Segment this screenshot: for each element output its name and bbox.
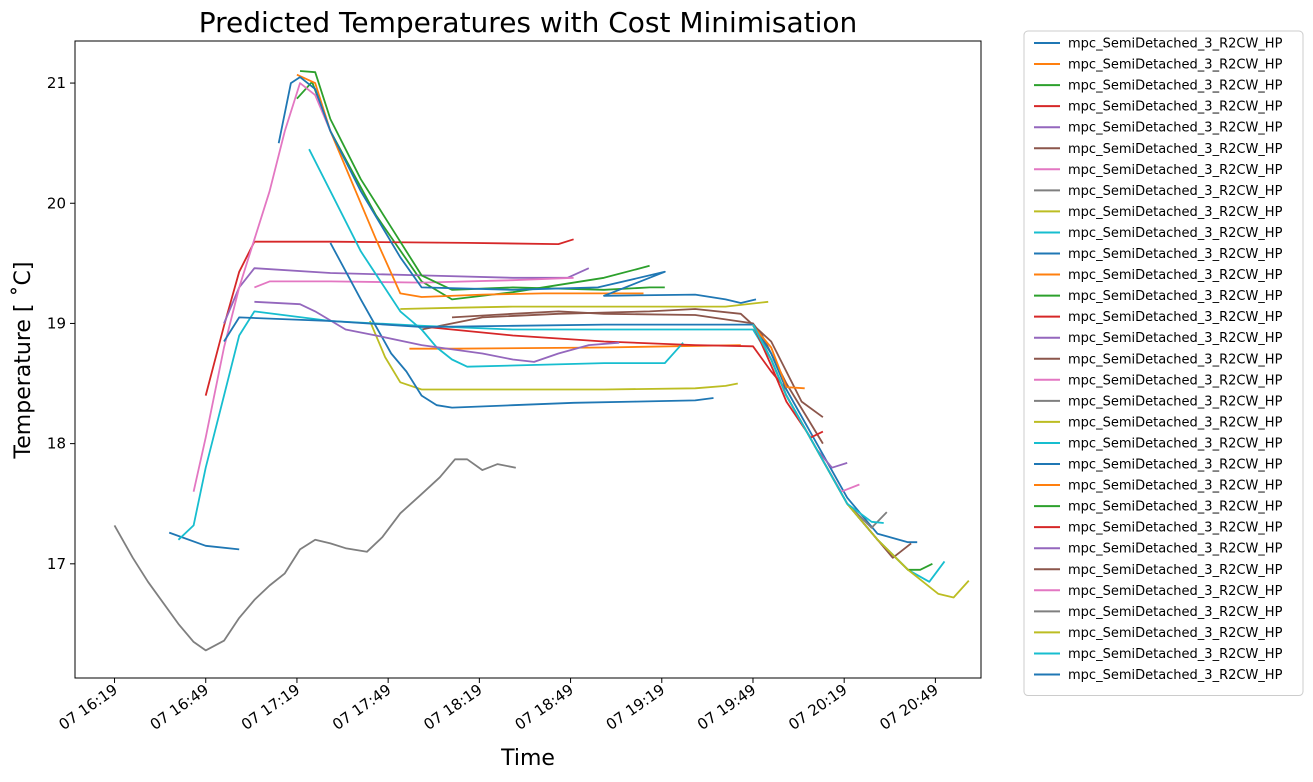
- series-line-12: [296, 73, 644, 298]
- legend-entry: mpc_SemiDetached_3_R2CW_HP: [1068, 521, 1283, 536]
- x-tick-label: 07 17:49: [329, 681, 394, 734]
- series-line-21: [223, 316, 918, 544]
- legend-entry: mpc_SemiDetached_3_R2CW_HP: [1068, 184, 1283, 199]
- series-line-28: [752, 324, 888, 529]
- chart-title: Predicted Temperatures with Cost Minimis…: [199, 6, 858, 39]
- legend-entry: mpc_SemiDetached_3_R2CW_HP: [1068, 584, 1283, 599]
- x-tick-label: 07 19:19: [603, 681, 668, 734]
- x-tick-label: 07 18:19: [420, 681, 485, 734]
- x-axis-title: Time: [500, 746, 555, 771]
- series-line-17: [192, 82, 332, 492]
- legend-entry: mpc_SemiDetached_3_R2CW_HP: [1068, 142, 1283, 157]
- legend-entry: mpc_SemiDetached_3_R2CW_HP: [1068, 479, 1283, 494]
- series-line-2: [409, 344, 741, 350]
- legend-entry: mpc_SemiDetached_3_R2CW_HP: [1068, 542, 1283, 557]
- series-line-29: [752, 324, 970, 599]
- legend-entry: mpc_SemiDetached_3_R2CW_HP: [1068, 226, 1283, 241]
- legend-entry: mpc_SemiDetached_3_R2CW_HP: [1068, 436, 1283, 451]
- x-tick-label: 07 20:19: [785, 681, 850, 734]
- legend-entry: mpc_SemiDetached_3_R2CW_HP: [1068, 373, 1283, 388]
- series-line-19: [400, 300, 769, 310]
- x-tick-label: 07 17:19: [238, 681, 303, 734]
- x-tick-label: 07 16:49: [147, 681, 212, 734]
- legend-entry: mpc_SemiDetached_3_R2CW_HP: [1068, 247, 1283, 262]
- legend-entry: mpc_SemiDetached_3_R2CW_HP: [1068, 331, 1283, 346]
- y-tick-label: 18: [47, 435, 66, 453]
- legend-entry: mpc_SemiDetached_3_R2CW_HP: [1068, 58, 1283, 73]
- legend-box: [1023, 30, 1304, 697]
- y-tick-label: 20: [47, 194, 66, 212]
- legend-entry: mpc_SemiDetached_3_R2CW_HP: [1068, 563, 1283, 578]
- series-line-6: [421, 308, 824, 418]
- legend-entry: mpc_SemiDetached_3_R2CW_HP: [1068, 647, 1283, 662]
- series-line-30: [752, 324, 884, 524]
- x-tick-label: 07 19:49: [694, 681, 759, 734]
- y-axis-title: Temperature [ ˚C]: [11, 262, 36, 460]
- series-line-16: [451, 310, 824, 445]
- legend-entry: mpc_SemiDetached_3_R2CW_HP: [1068, 289, 1283, 304]
- x-tick-label: 07 16:19: [56, 681, 121, 734]
- series-line-24: [752, 324, 824, 439]
- x-tick-label: 07 18:49: [512, 681, 577, 734]
- legend-entry: mpc_SemiDetached_3_R2CW_HP: [1068, 205, 1283, 220]
- series-line-14: [415, 324, 788, 391]
- plot-area: [113, 70, 970, 652]
- series-line-23: [752, 324, 933, 571]
- legend-entry: mpc_SemiDetached_3_R2CW_HP: [1068, 458, 1283, 473]
- legend-entry: mpc_SemiDetached_3_R2CW_HP: [1068, 500, 1283, 515]
- series-line-8: [113, 458, 516, 652]
- legend-entry: mpc_SemiDetached_3_R2CW_HP: [1068, 79, 1283, 94]
- x-tick-label: 07 20:49: [876, 681, 941, 734]
- series-line-31: [277, 76, 757, 304]
- legend-entry: mpc_SemiDetached_3_R2CW_HP: [1068, 100, 1283, 115]
- legend-entry: mpc_SemiDetached_3_R2CW_HP: [1068, 626, 1283, 641]
- y-tick-label: 19: [47, 314, 66, 332]
- y-tick-label: 21: [47, 74, 66, 92]
- legend: mpc_SemiDetached_3_R2CW_HP mpc_SemiDetach…: [1023, 30, 1304, 697]
- y-axis: 17 18 19 20 21: [47, 74, 75, 573]
- y-tick-label: 17: [47, 555, 66, 573]
- series-line-10: [308, 148, 684, 368]
- series-line-3: [296, 81, 650, 301]
- x-axis: 07 16:19 07 16:49 07 17:19 07 17:49 07 18:19…: [56, 678, 942, 734]
- legend-entry: mpc_SemiDetached_3_R2CW_HP: [1068, 121, 1283, 136]
- legend-entry: mpc_SemiDetached_3_R2CW_HP: [1068, 605, 1283, 620]
- legend-entry: mpc_SemiDetached_3_R2CW_HP: [1068, 37, 1283, 52]
- legend-entry: mpc_SemiDetached_3_R2CW_HP: [1068, 352, 1283, 367]
- plot-frame: [74, 40, 982, 679]
- series-line-9: [369, 320, 738, 391]
- series-line-11: [329, 242, 714, 409]
- legend-entry: mpc_SemiDetached_3_R2CW_HP: [1068, 163, 1283, 178]
- legend-entry: mpc_SemiDetached_3_R2CW_HP: [1068, 668, 1283, 683]
- legend-entry: mpc_SemiDetached_3_R2CW_HP: [1068, 394, 1283, 409]
- series-line-22: [752, 325, 805, 390]
- series-line-15: [254, 300, 620, 363]
- series-line-7: [254, 276, 574, 289]
- legend-entry: mpc_SemiDetached_3_R2CW_HP: [1068, 415, 1283, 430]
- series-line-1: [168, 531, 240, 551]
- legend-entry: mpc_SemiDetached_3_R2CW_HP: [1068, 268, 1283, 283]
- legend-entry: mpc_SemiDetached_3_R2CW_HP: [1068, 310, 1283, 325]
